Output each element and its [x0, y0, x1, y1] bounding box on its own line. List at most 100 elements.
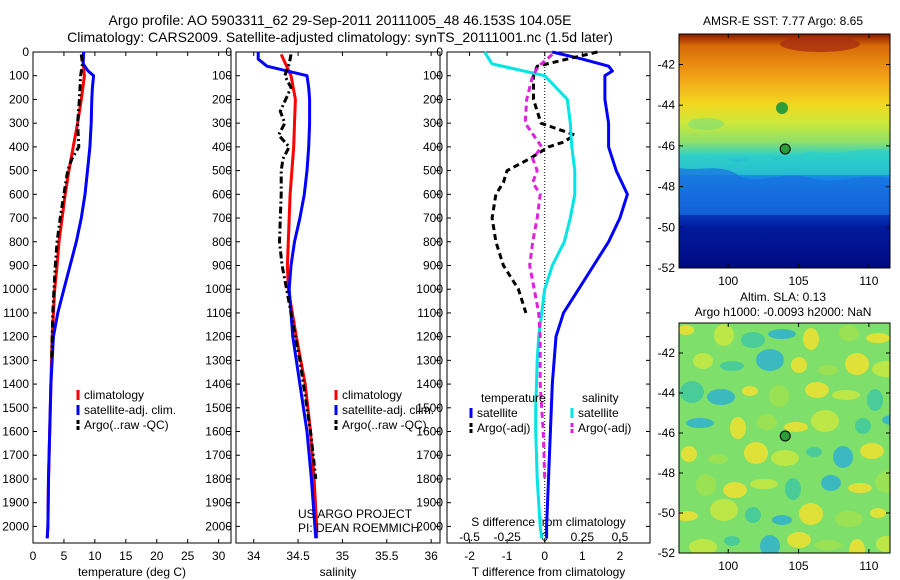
map-lon-label: 105 [789, 274, 809, 288]
depth-tick-label: 1300 [2, 353, 29, 367]
sla-anomaly-patch [707, 389, 735, 405]
depth-tick-label: 1500 [205, 401, 232, 415]
plot-frame [32, 51, 232, 544]
depth-tick-label: 300 [423, 116, 443, 130]
sla-anomaly-patch [818, 365, 838, 375]
sla-anomaly-patch [811, 410, 839, 432]
depth-tick-label: 700 [423, 211, 443, 225]
depth-tick-label: 400 [9, 140, 29, 154]
sla-anomaly-patch [742, 386, 758, 396]
map-lat-label: -42 [658, 58, 676, 72]
sla-anomaly-patch [791, 357, 807, 373]
depth-tick-label: 100 [9, 69, 29, 83]
legend-header: salinity [582, 391, 619, 405]
sla-anomaly-patch [708, 454, 728, 464]
map-lat-label: -52 [658, 261, 676, 275]
depth-tick-label: 1000 [2, 282, 29, 296]
figure-title-line-2: Climatology: CARS2009. Satellite-adjuste… [67, 29, 613, 45]
depth-tick-label: 0 [436, 45, 443, 59]
x-tick-label: 1 [579, 549, 586, 563]
series-line-3 [523, 53, 554, 480]
depth-tick-label: 1400 [416, 377, 443, 391]
sla-anomaly-patch [680, 381, 704, 403]
sla-anomaly-patch [679, 325, 694, 335]
salinity-profile-panel: 0100200300400500600700800900100011001200… [205, 45, 441, 579]
sla-anomaly-patch [833, 446, 853, 468]
depth-tick-label: 500 [423, 164, 443, 178]
sla-anomaly-patch [806, 447, 822, 457]
x-tick-label: 25 [181, 549, 195, 563]
sla-anomaly-patch [845, 353, 869, 375]
map-lon-label: 110 [859, 274, 878, 288]
depth-tick-label: 100 [423, 69, 443, 83]
x-tick-label: 35 [336, 549, 350, 563]
depth-tick-label: 700 [9, 211, 29, 225]
top-x-tick-label: 0 [541, 530, 548, 544]
depth-tick-label: 1000 [205, 282, 232, 296]
sla-anomaly-patch [784, 422, 808, 432]
depth-tick-label: 800 [423, 235, 443, 249]
sst-map-frame [678, 33, 891, 269]
top-x-axis-label: S difference from climatology [471, 515, 626, 529]
sla-anomaly-patch [772, 515, 792, 525]
map-lat-label: -42 [658, 346, 676, 360]
sla-anomaly-patch [769, 385, 789, 407]
map-lat-label: -50 [658, 506, 676, 520]
sla-anomaly-patch [724, 536, 740, 546]
sla-anomaly-patch [750, 479, 778, 489]
sla-anomaly-patch [693, 353, 713, 369]
x-tick-label: 15 [119, 549, 133, 563]
sla-anomaly-patch [787, 532, 811, 548]
sla-anomaly-patch [768, 329, 796, 339]
map-lon-label: 100 [718, 274, 738, 288]
sla-anomaly-patch [689, 539, 717, 553]
depth-tick-label: 1200 [205, 330, 232, 344]
depth-tick-label: 1200 [2, 330, 29, 344]
depth-tick-label: 400 [423, 140, 443, 154]
sla-anomaly-patch [760, 535, 780, 553]
series-line-0 [545, 50, 629, 539]
project-credit: US ARGO PROJECT [298, 507, 413, 521]
depth-tick-label: 900 [9, 258, 29, 272]
sla-anomaly-patch [757, 414, 777, 430]
sst-warm-patch [780, 36, 860, 52]
map-lon-label: 110 [859, 559, 878, 573]
top-x-tick-label: -0.25 [493, 530, 521, 544]
legend-entry: climatology [342, 388, 402, 402]
series-line-1 [256, 52, 318, 539]
depth-tick-label: 300 [212, 116, 232, 130]
depth-tick-label: 1700 [205, 448, 232, 462]
sla-anomaly-patch [860, 443, 884, 459]
sla-anomaly-patch [696, 474, 716, 496]
map-lat-label: -46 [658, 426, 676, 440]
depth-tick-label: 1500 [416, 401, 443, 415]
map-lat-label: -44 [658, 98, 676, 112]
sla-anomaly-patch [803, 328, 819, 350]
sla-anomaly-patch [866, 333, 890, 343]
sla-anomaly-patch [730, 417, 746, 439]
series-line-1 [45, 51, 96, 539]
depth-tick-label: 1400 [2, 377, 29, 391]
map-lat-label: -52 [658, 546, 676, 560]
sla-anomaly-patch [681, 446, 697, 462]
depth-tick-label: 200 [212, 92, 232, 106]
x-tick-label: -2 [464, 549, 475, 563]
depth-tick-label: 200 [423, 92, 443, 106]
sla-anomaly-patch [821, 475, 841, 491]
depth-tick-label: 600 [423, 187, 443, 201]
sst-patch-west [688, 118, 724, 130]
sla-anomaly-patch [744, 442, 768, 464]
sla-anomaly-patch [835, 511, 863, 527]
sla-map-title-line-2: Argo h1000: -0.0093 h2000: NaN [694, 305, 872, 319]
depth-tick-label: 1000 [416, 282, 443, 296]
depth-tick-label: 2000 [2, 519, 29, 533]
sla-anomaly-patch [882, 415, 890, 425]
sla-anomaly-patch [785, 478, 801, 500]
depth-tick-label: 200 [9, 92, 29, 106]
depth-tick-label: 1600 [416, 425, 443, 439]
depth-tick-label: 1300 [205, 353, 232, 367]
sla-anomaly-patch [832, 390, 860, 400]
x-tick-label: 0 [30, 549, 37, 563]
x-axis-label: T difference from climatology [472, 565, 626, 579]
series-line-2 [483, 51, 577, 539]
